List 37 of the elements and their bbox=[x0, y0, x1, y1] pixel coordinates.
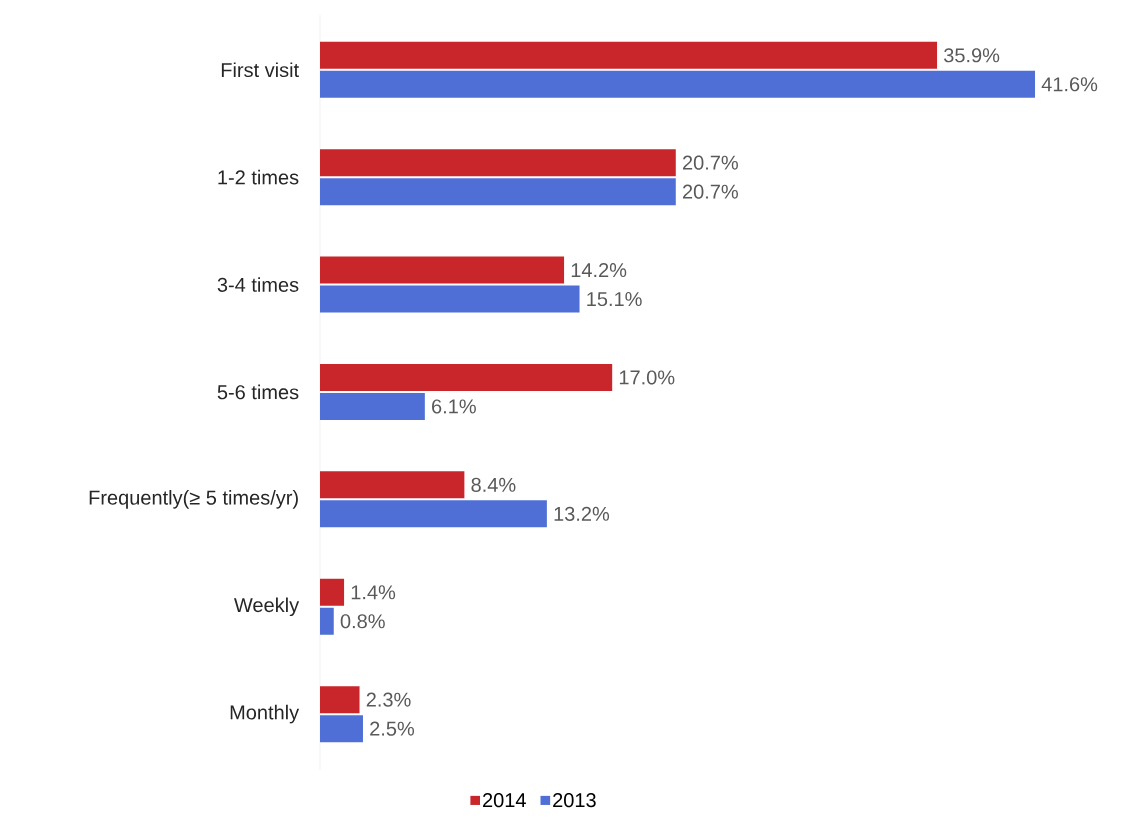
data-label: 1.4% bbox=[351, 585, 396, 600]
bar bbox=[320, 41, 938, 69]
data-label: 0.8% bbox=[340, 614, 385, 629]
data-label: 2.3% bbox=[366, 692, 411, 707]
data-label: 20.7% bbox=[682, 155, 738, 170]
data-label: 13.2% bbox=[554, 506, 610, 521]
y-tick-label: Monthly bbox=[230, 704, 300, 724]
bar bbox=[320, 149, 676, 177]
bar bbox=[320, 471, 465, 499]
bar bbox=[320, 715, 363, 743]
bar bbox=[320, 607, 334, 635]
data-label: 20.7% bbox=[682, 184, 738, 199]
y-tick-label: 1-2 times bbox=[218, 169, 299, 185]
data-label: 14.2% bbox=[571, 263, 627, 278]
bar bbox=[320, 578, 345, 606]
legend-label: 2014 bbox=[483, 793, 526, 808]
data-label: 35.9% bbox=[944, 48, 1000, 63]
data-label: 17.0% bbox=[619, 370, 675, 385]
bar bbox=[320, 363, 613, 391]
y-tick-label: Frequently(≥ 5 times/yr) bbox=[89, 490, 298, 509]
bar bbox=[320, 178, 676, 206]
data-label: 8.4% bbox=[471, 477, 516, 492]
bar bbox=[320, 285, 580, 313]
bar bbox=[320, 70, 1036, 98]
data-label: 41.6% bbox=[1041, 77, 1098, 92]
y-tick-label: Weekly bbox=[234, 597, 300, 617]
legend-label: 2013 bbox=[553, 793, 596, 808]
bar bbox=[320, 686, 360, 714]
bar bbox=[320, 256, 565, 284]
y-tick-label: 3-4 times bbox=[217, 277, 299, 292]
y-tick-label: 5-6 times bbox=[217, 384, 299, 400]
data-label: 2.5% bbox=[370, 721, 415, 736]
bar bbox=[320, 500, 547, 528]
data-label: 6.1% bbox=[432, 399, 476, 414]
bar bbox=[320, 392, 425, 420]
data-label: 15.1% bbox=[587, 292, 642, 307]
y-tick-label: First visit bbox=[221, 62, 299, 78]
